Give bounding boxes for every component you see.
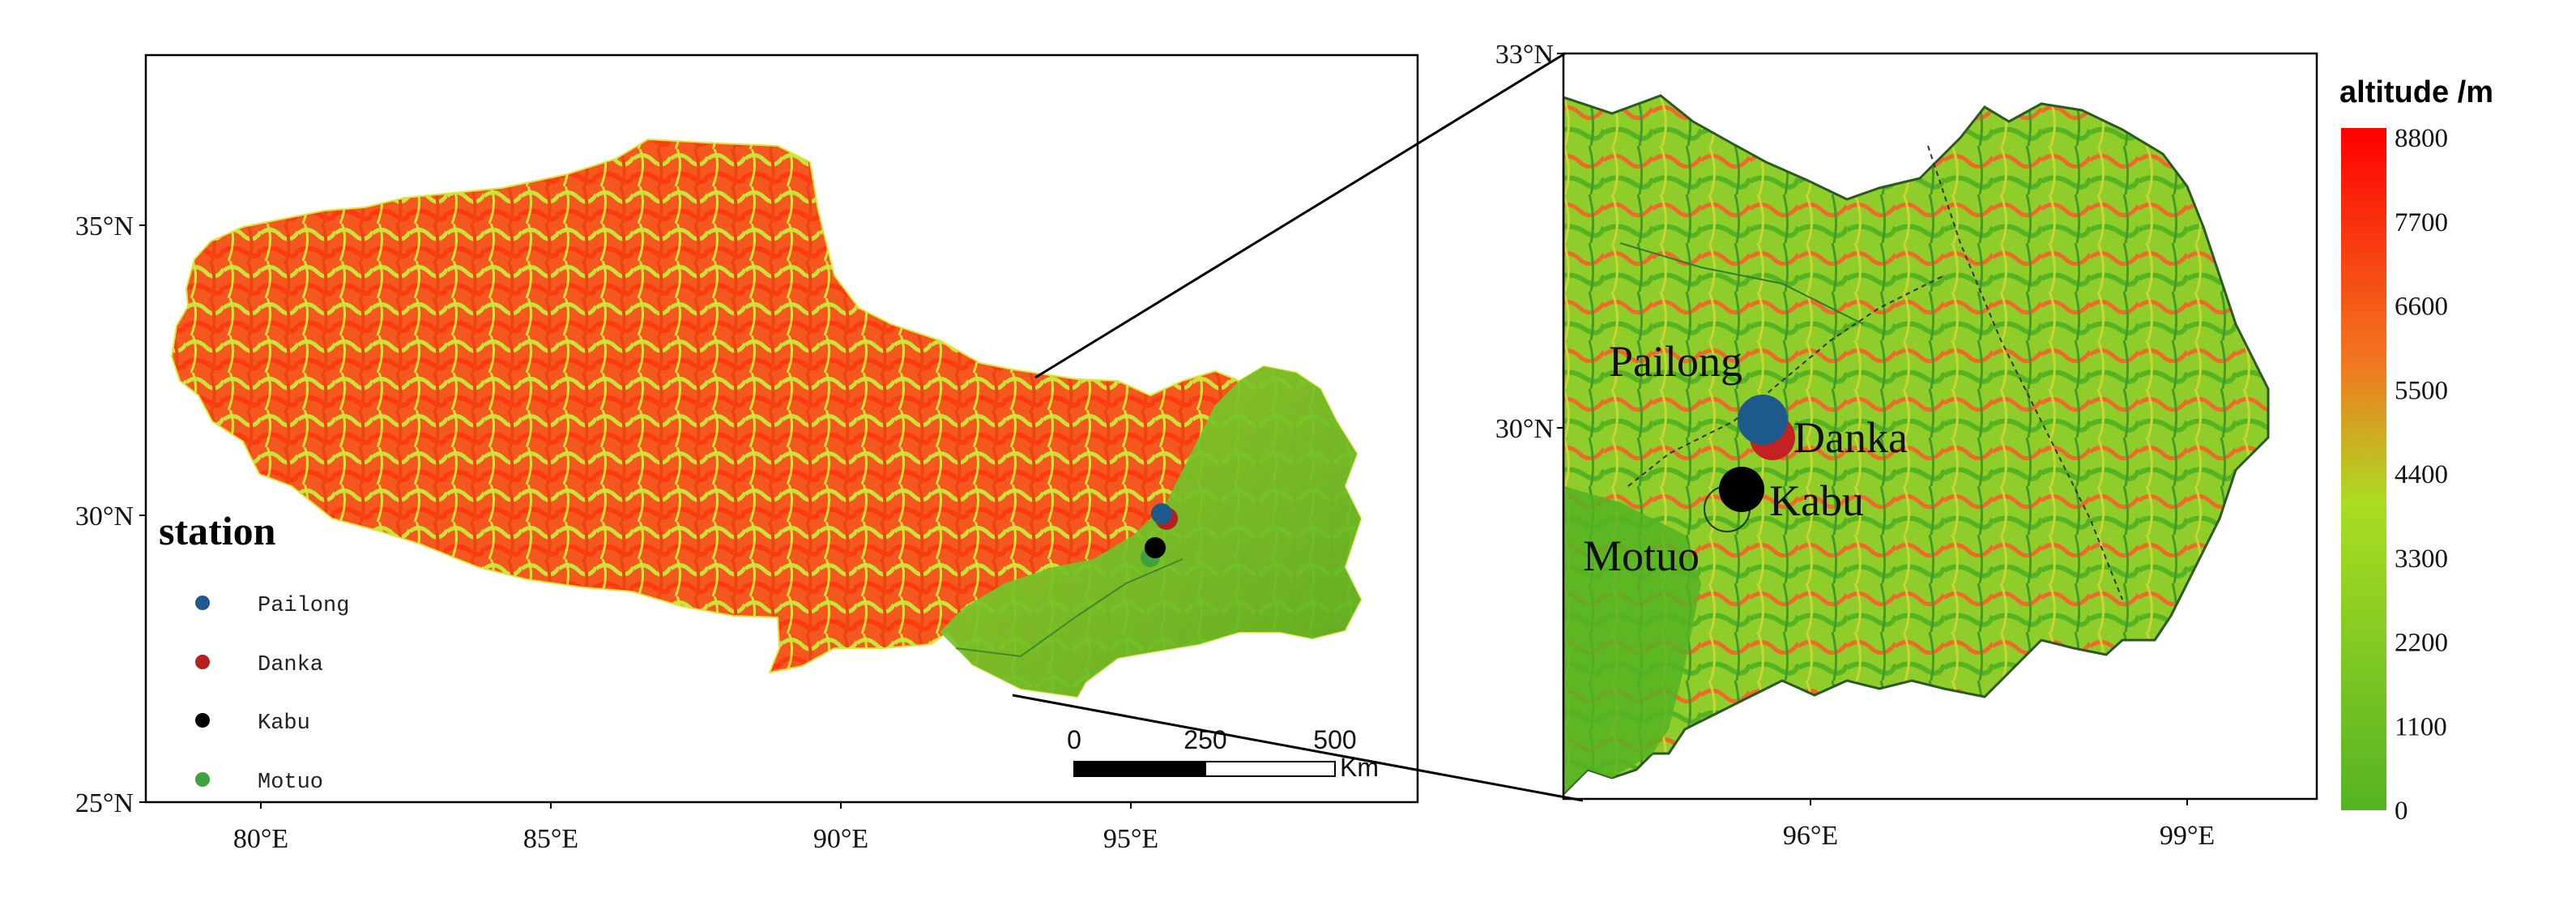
overview-marker-kabu <box>1145 537 1166 558</box>
lat-tick-30: 30°N <box>75 502 134 532</box>
river-line <box>955 558 1184 658</box>
legend-swatch-pailong <box>195 596 210 610</box>
colorbar-tick-7700: 7700 <box>2395 208 2448 237</box>
colorbar-tick-8800: 8800 <box>2395 124 2448 153</box>
legend-item-motuo: Motuo <box>258 771 323 795</box>
zoom-connector-top <box>1034 52 1566 379</box>
lon-tick-85: 85°E <box>523 824 578 854</box>
zoom-label-motuo: Motuo <box>1583 532 1700 580</box>
zoom-map-frame <box>1562 52 2318 801</box>
zoom-connector-bottom <box>1012 694 1584 802</box>
zoom-label-kabu: Kabu <box>1769 476 1864 525</box>
scale-tick-250: 250 <box>1184 725 1226 754</box>
lon-tick-80: 80°E <box>233 824 288 854</box>
overview-lat-axis: 35°N 30°N 25°N <box>75 211 146 818</box>
zoom-marker-kabu <box>1719 467 1764 512</box>
scale-tick-500: 500 <box>1313 725 1356 754</box>
lon-tick-90: 90°E <box>813 824 868 854</box>
altitude-colorbar: altitude /m 8800 7700 6600 5500 4400 3300 2200… <box>2339 75 2493 826</box>
colorbar-gradient <box>2341 128 2386 810</box>
southeast-lowlands <box>940 366 1361 697</box>
colorbar-ticks: 8800 7700 6600 5500 4400 3300 2200 1100 0 <box>2395 124 2448 826</box>
zoom-lat-axis: 33°N 30°N <box>1495 40 1563 444</box>
legend-swatch-motuo <box>195 772 210 787</box>
zoom-river-line <box>1927 145 2123 600</box>
zoom-lat-tick-30: 30°N <box>1495 414 1554 444</box>
colorbar-tick-4400: 4400 <box>2395 460 2448 489</box>
zoom-label-pailong: Pailong <box>1609 337 1742 386</box>
overview-station-markers <box>1141 503 1178 567</box>
station-legend: station Pailong Danka Kabu Motuo <box>159 508 349 795</box>
lon-tick-95: 95°E <box>1103 824 1158 854</box>
zoom-map: 33°N 30°N 96°E 99°E Pailong Danka Kabu M… <box>1495 40 2318 851</box>
overview-lon-axis: 80°E 85°E 90°E 95°E <box>233 802 1158 854</box>
zoom-boundary-line <box>1627 275 1945 487</box>
zoom-lon-tick-99: 99°E <box>2160 821 2215 851</box>
colorbar-tick-5500: 5500 <box>2395 376 2448 405</box>
legend-item-kabu: Kabu <box>258 711 310 736</box>
scale-tick-0: 0 <box>1067 725 1081 754</box>
zoom-label-danka: Danka <box>1793 413 1908 462</box>
zoom-lon-tick-96: 96°E <box>1783 821 1838 851</box>
zoom-lon-axis: 96°E 99°E <box>1783 799 2215 851</box>
colorbar-tick-2200: 2200 <box>2395 629 2448 658</box>
lat-tick-35: 35°N <box>75 211 134 241</box>
colorbar-tick-6600: 6600 <box>2395 293 2448 322</box>
legend-swatch-kabu <box>195 713 210 728</box>
overview-map-frame <box>144 53 1419 804</box>
zoom-lat-tick-33: 33°N <box>1495 40 1554 70</box>
legend-swatch-danka <box>195 655 210 669</box>
zoom-marker-pailong <box>1738 395 1788 445</box>
colorbar-tick-3300: 3300 <box>2395 544 2448 574</box>
zoom-lowlands <box>1563 486 1701 794</box>
zoom-station-labels: Pailong Danka Kabu Motuo <box>1583 337 1908 580</box>
legend-title: station <box>159 508 276 553</box>
overview-map: 35°N 30°N 25°N 80°E 85°E 90°E 95°E stati… <box>75 53 1419 854</box>
zoom-station-markers <box>1704 395 1795 532</box>
colorbar-tick-0: 0 <box>2395 796 2408 826</box>
legend-item-danka: Danka <box>258 653 323 677</box>
colorbar-tick-1100: 1100 <box>2395 712 2447 741</box>
scale-bar: 0 250 500 Km <box>1067 725 1379 782</box>
legend-item-pailong: Pailong <box>258 594 349 618</box>
overview-marker-pailong <box>1151 503 1172 524</box>
zoom-valley-line <box>1619 242 1864 325</box>
colorbar-title: altitude /m <box>2339 75 2493 109</box>
lat-tick-25: 25°N <box>75 788 134 818</box>
zoom-terrain <box>1563 94 2270 796</box>
